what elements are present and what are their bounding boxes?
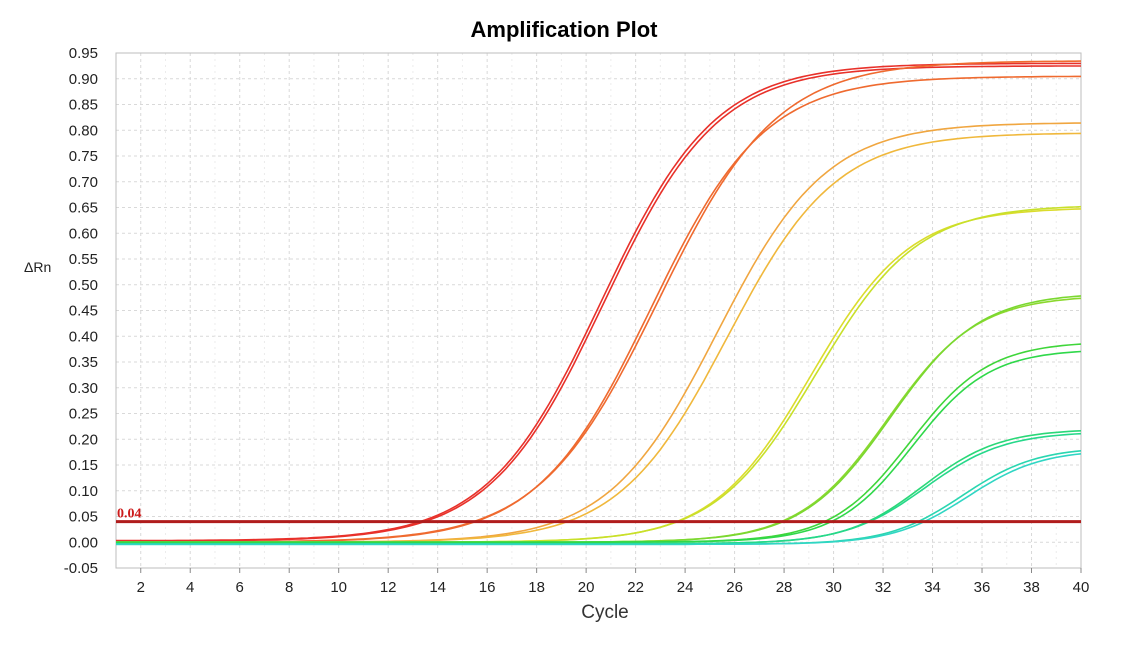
x-tick-label: 8 [285, 579, 293, 596]
y-tick-label: 0.75 [69, 148, 98, 165]
x-tick-label: 36 [974, 579, 991, 596]
y-tick-label: 0.50 [69, 277, 98, 294]
y-tick-label: 0.65 [69, 200, 98, 217]
x-tick-label: 18 [528, 579, 545, 596]
y-tick-label: 0.40 [69, 328, 98, 345]
x-axis-label: Cycle [581, 602, 629, 623]
y-tick-label: 0.05 [69, 509, 98, 526]
y-tick-label: 0.85 [69, 97, 98, 114]
amplification-curve-s7a [116, 430, 1082, 545]
x-tick-label: 4 [186, 579, 194, 596]
y-tick-label: 0.80 [69, 122, 98, 139]
x-tick-label: 2 [137, 579, 145, 596]
amplification-curve-s5b [116, 295, 1082, 543]
amplification-curve-s8b [116, 453, 1082, 546]
y-tick-label: 0.70 [69, 174, 98, 191]
amplification-curve-s7b [116, 432, 1082, 545]
threshold-label: 0.04 [117, 507, 142, 522]
y-tick-label: 0.55 [69, 251, 98, 268]
chart-title: Amplification Plot [471, 17, 659, 42]
plot-area-frame [115, 52, 1082, 569]
amplification-curve-s2a [116, 75, 1081, 543]
y-tick-label: 0.60 [69, 225, 98, 242]
amplification-curve-s1b [116, 65, 1081, 542]
x-tick-label: 40 [1073, 579, 1090, 596]
y-tick-label: 0.10 [69, 483, 98, 500]
x-tick-label: 20 [578, 579, 595, 596]
y-tick-label: 0.00 [69, 534, 98, 551]
y-axis-label: ΔRn [24, 259, 51, 275]
amplification-curve-s2b [116, 60, 1082, 543]
y-tick-label: 0.90 [69, 71, 98, 88]
x-tick-label: 32 [875, 579, 892, 596]
amplification-curve-s6b [116, 350, 1082, 543]
x-tick-label: 14 [429, 579, 446, 596]
x-tick-label: 34 [924, 579, 941, 596]
x-tick-label: 26 [726, 579, 743, 596]
y-tick-label: 0.20 [69, 431, 98, 448]
x-tick-label: 30 [825, 579, 842, 596]
x-tick-label: 24 [677, 579, 694, 596]
amplification-curve-s1a [116, 62, 1081, 542]
x-tick-label: 10 [330, 579, 347, 596]
x-tick-label: 16 [479, 579, 496, 596]
x-axis-ticks: 2 4 6 8 10 12 14 16 18 20 22 24 26 28 30 32 34 36 38 40 [137, 568, 1090, 596]
x-tick-label: 6 [236, 579, 244, 596]
x-tick-label: 12 [380, 579, 397, 596]
x-tick-label: 38 [1023, 579, 1040, 596]
y-tick-label: 0.45 [69, 303, 98, 320]
y-axis-ticks: -0.05 0.00 0.05 0.10 0.15 0.20 0.25 0.30 0.35 0.4… [64, 45, 98, 577]
series-layer [116, 60, 1082, 546]
y-tick-label: 0.30 [69, 380, 98, 397]
y-tick-label: 0.25 [69, 406, 98, 423]
x-tick-label: 22 [627, 579, 644, 596]
threshold-layer: 0.04 [116, 507, 1081, 524]
amplification-curve-s3b [116, 132, 1082, 543]
y-tick-label: 0.15 [69, 457, 98, 474]
x-tick-label: 28 [776, 579, 793, 596]
y-tick-label: -0.05 [64, 560, 98, 577]
y-tick-label: 0.95 [69, 45, 98, 62]
amplification-curve-s5a [116, 297, 1082, 543]
amplification-curve-s4b [116, 205, 1082, 543]
y-tick-label: 0.35 [69, 354, 98, 371]
